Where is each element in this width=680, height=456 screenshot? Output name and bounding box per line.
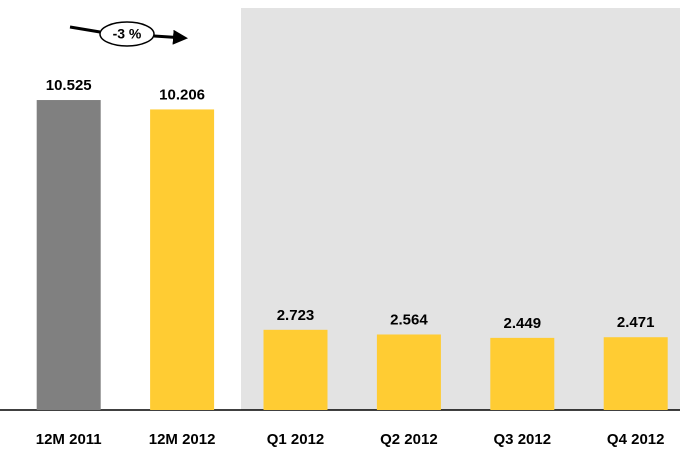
bar — [490, 337, 555, 410]
annotation-bubble — [99, 21, 155, 47]
value-label: 2.471 — [617, 314, 655, 331]
x-tick-label: Q1 2012 — [267, 431, 325, 448]
annotation: -3 % — [113, 26, 142, 42]
bar — [150, 109, 215, 411]
value-label: 2.564 — [390, 311, 428, 328]
x-tick-label: 12M 2011 — [36, 431, 102, 448]
bar — [376, 334, 441, 410]
x-tick-label: Q4 2012 — [607, 431, 665, 448]
x-tick-label: 12M 2012 — [149, 431, 216, 448]
x-tick-label: Q3 2012 — [494, 431, 552, 448]
value-label: 2.723 — [277, 307, 315, 324]
bar — [603, 337, 668, 410]
arrow-tail — [69, 25, 101, 34]
value-label: 10.525 — [46, 77, 92, 94]
value-label: 2.449 — [504, 315, 542, 332]
bar — [263, 329, 328, 410]
arrow-head — [153, 29, 188, 45]
value-label: 10.206 — [159, 86, 205, 103]
bar — [36, 100, 101, 410]
x-tick-label: Q2 2012 — [380, 431, 438, 448]
